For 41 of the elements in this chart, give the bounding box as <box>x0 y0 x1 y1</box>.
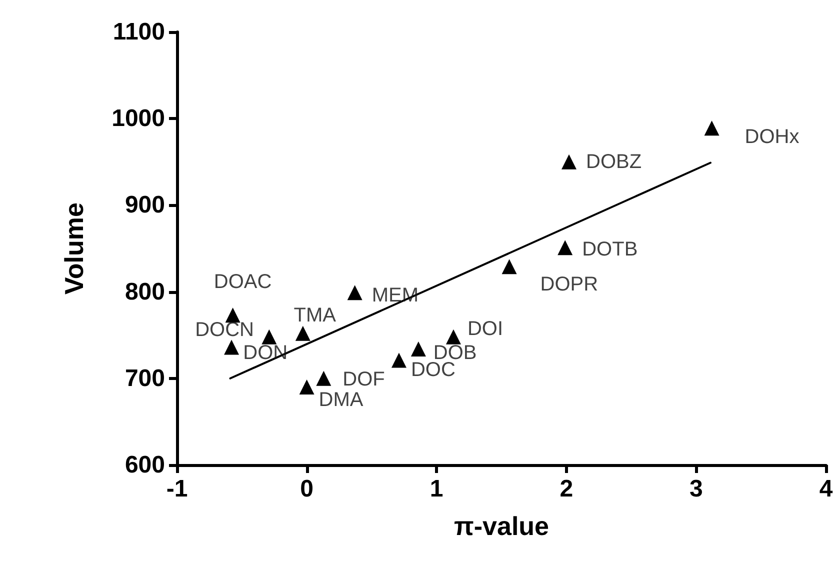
point <box>446 329 461 344</box>
annotation: DOTB <box>582 238 638 261</box>
annotation: DOCN <box>195 319 254 342</box>
x-tick-label: 0 <box>300 476 314 502</box>
annotation: DMA <box>318 389 364 412</box>
x-tick-label: 2 <box>560 476 574 502</box>
point <box>225 308 240 323</box>
x-tick-label: 3 <box>690 476 703 502</box>
point <box>299 380 314 395</box>
annotation: DOPR <box>540 274 598 296</box>
annotation: DOHx <box>744 126 800 148</box>
y-tick-label: 1000 <box>112 105 165 132</box>
annotation: DOBZ <box>586 150 642 173</box>
point <box>704 120 720 136</box>
point <box>502 259 517 274</box>
x-tick-label: -1 <box>166 476 188 502</box>
y-tick-label: 800 <box>124 278 165 306</box>
point <box>262 329 277 344</box>
annotation: DOAC <box>214 271 272 294</box>
annotation: DOI <box>467 318 504 340</box>
point <box>347 285 362 300</box>
y-tick-label: 900 <box>124 192 165 219</box>
point <box>410 341 426 356</box>
y-axis-title: Volume <box>59 202 89 294</box>
point <box>224 340 240 355</box>
annotation: DON <box>243 342 288 364</box>
annotation: DOC <box>410 359 456 382</box>
y-tick-label: 700 <box>124 364 165 392</box>
y-tick-label: 600 <box>124 452 165 478</box>
annotation: TMA <box>294 304 337 326</box>
point <box>295 326 310 341</box>
annotation: DOF <box>342 368 385 390</box>
point <box>391 352 406 368</box>
annotation: MEM <box>372 284 418 307</box>
point <box>558 240 573 256</box>
point <box>561 154 576 170</box>
point <box>316 370 332 386</box>
x-tick-label: 4 <box>819 476 834 502</box>
x-tick-label: 1 <box>430 476 444 502</box>
x-axis-title: π-value <box>454 511 550 541</box>
y-tick-label: 1100 <box>112 18 165 46</box>
